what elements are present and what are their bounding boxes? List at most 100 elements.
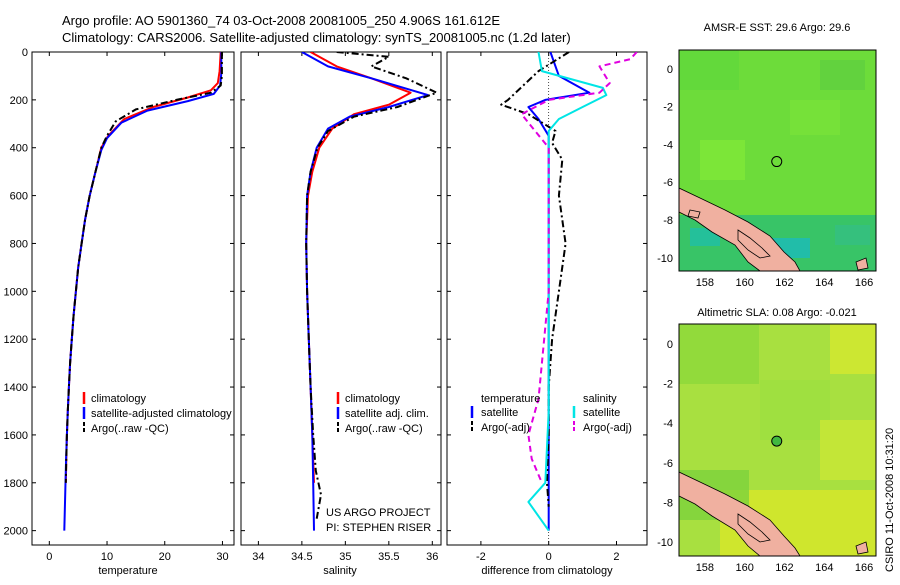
depth-tick-label: 0 <box>22 47 28 59</box>
legend-label-climatology: climatology <box>91 393 147 405</box>
project-annotation: US ARGO PROJECT <box>326 507 431 519</box>
sst-patch <box>835 225 870 245</box>
sla-map <box>679 324 876 556</box>
diff-legend-salinity-heading: salinity <box>583 393 617 405</box>
x-tick-label: 34.5 <box>291 551 312 563</box>
sst-patch <box>700 140 745 180</box>
map-lon-tick-label: 164 <box>815 562 833 574</box>
difference-xlabel: difference from climatology <box>481 565 613 577</box>
depth-tick-label: 1000 <box>4 286 28 298</box>
depth-tick-label: 1400 <box>4 382 28 394</box>
island-land <box>855 257 869 271</box>
x-tick-label: 35 <box>339 551 351 563</box>
title-line-1: Argo profile: AO 5901360_74 03-Oct-2008 … <box>62 13 500 28</box>
map-lon-tick-label: 158 <box>696 562 714 574</box>
sal-legend-label-climatology: climatology <box>345 393 401 405</box>
legend-label-argo: Argo(..raw -QC) <box>91 423 169 435</box>
sst-patch <box>679 50 739 90</box>
x-tick-label: 34 <box>252 551 264 563</box>
map-lat-tick-label: -8 <box>663 215 673 227</box>
island-land <box>855 541 869 555</box>
difference-series-salinity-argo-adj- <box>520 52 638 484</box>
sla-patch <box>760 380 830 440</box>
sal-legend-label-argo: Argo(..raw -QC) <box>345 423 423 435</box>
depth-tick-label: 1600 <box>4 430 28 442</box>
sla-patch <box>820 420 876 480</box>
diff-legend-temp-satellite: satellite <box>481 407 518 419</box>
temperature-xlabel: temperature <box>98 565 157 577</box>
salinity-series-argo-raw-qc- <box>305 52 438 519</box>
sst-map <box>679 50 876 271</box>
map-lon-tick-label: 162 <box>775 277 793 289</box>
sla-patch <box>830 324 876 374</box>
map-lat-tick-label: -6 <box>663 458 673 470</box>
map-lat-tick-label: -4 <box>663 418 673 430</box>
difference-series-salinity-satellite <box>527 52 608 532</box>
salinity-series-satellite-adj-clim- <box>301 52 429 531</box>
temperature-series-group <box>63 52 223 531</box>
title-line-2: Climatology: CARS2006. Satellite-adjuste… <box>62 30 571 45</box>
difference-panel <box>446 51 648 546</box>
solomon-islands-land <box>679 471 801 556</box>
argo-float-marker <box>771 156 783 168</box>
x-tick-label: -2 <box>476 551 486 563</box>
depth-tick-label: 200 <box>10 95 28 107</box>
map-lon-tick-label: 160 <box>735 277 753 289</box>
depth-tick-label: 400 <box>10 143 28 155</box>
x-tick-label: 0 <box>46 551 52 563</box>
map-lon-tick-label: 166 <box>855 277 873 289</box>
pi-annotation: PI: STEPHEN RISER <box>326 522 431 534</box>
x-tick-label: 35.5 <box>378 551 399 563</box>
temperature-panel <box>31 51 235 546</box>
argo-float-marker <box>771 435 783 447</box>
map-lat-tick-label: -10 <box>657 537 673 549</box>
map-lon-tick-label: 158 <box>696 277 714 289</box>
salinity-panel <box>240 51 442 546</box>
sla-patch <box>679 324 759 384</box>
salinity-legend: climatology satellite adj. clim. Argo(..… <box>336 392 429 435</box>
island-land <box>737 229 771 259</box>
depth-tick-label: 600 <box>10 191 28 203</box>
legend-label-satellite-adjusted: satellite-adjusted climatology <box>91 408 232 420</box>
depth-tick-label: 2000 <box>4 526 28 538</box>
x-tick-label: 20 <box>159 551 171 563</box>
map-lat-tick-label: -4 <box>663 139 673 151</box>
map-lon-tick-label: 166 <box>855 562 873 574</box>
difference-series-group <box>500 52 638 532</box>
sst-map-title: AMSR-E SST: 29.6 Argo: 29.6 <box>704 22 851 34</box>
diff-legend-temperature-heading: temperature <box>481 393 540 405</box>
diff-legend-sal-argo: Argo(-adj) <box>583 422 632 434</box>
salinity-xlabel: salinity <box>323 565 357 577</box>
island-land <box>687 209 701 219</box>
map-lat-tick-label: 0 <box>667 64 673 76</box>
x-tick-label: 2 <box>613 551 619 563</box>
x-tick-label: 10 <box>101 551 113 563</box>
temperature-series-argo-raw-qc- <box>64 52 223 483</box>
map-lon-tick-label: 164 <box>815 277 833 289</box>
sal-legend-label-satellite: satellite adj. clim. <box>345 408 429 420</box>
sla-map-frame <box>678 323 877 557</box>
map-lat-tick-label: -2 <box>663 378 673 390</box>
map-lon-tick-label: 160 <box>735 562 753 574</box>
diff-legend-temp-argo: Argo(-adj) <box>481 422 530 434</box>
island-land <box>737 513 771 543</box>
map-lat-tick-label: -2 <box>663 102 673 114</box>
x-tick-label: 30 <box>216 551 228 563</box>
temperature-legend: climatology satellite-adjusted climatolo… <box>82 392 232 435</box>
salinity-series-group <box>301 52 438 531</box>
series-layer <box>63 52 638 532</box>
depth-tick-label: 800 <box>10 238 28 250</box>
map-lat-tick-label: 0 <box>667 339 673 351</box>
sst-map-frame <box>678 49 877 272</box>
map-lon-tick-label: 162 <box>775 562 793 574</box>
diff-legend-sal-satellite: satellite <box>583 407 620 419</box>
sst-patch <box>820 60 865 90</box>
map-lat-tick-label: -6 <box>663 177 673 189</box>
x-tick-label: 36 <box>426 551 438 563</box>
depth-tick-label: 1200 <box>4 334 28 346</box>
difference-legend: temperature satellite Argo(-adj) salinit… <box>470 393 632 434</box>
x-tick-label: 0 <box>546 551 552 563</box>
temperature-series-satellite-adjusted-climatology <box>63 52 223 531</box>
sla-map-title: Altimetric SLA: 0.08 Argo: -0.021 <box>697 307 857 319</box>
